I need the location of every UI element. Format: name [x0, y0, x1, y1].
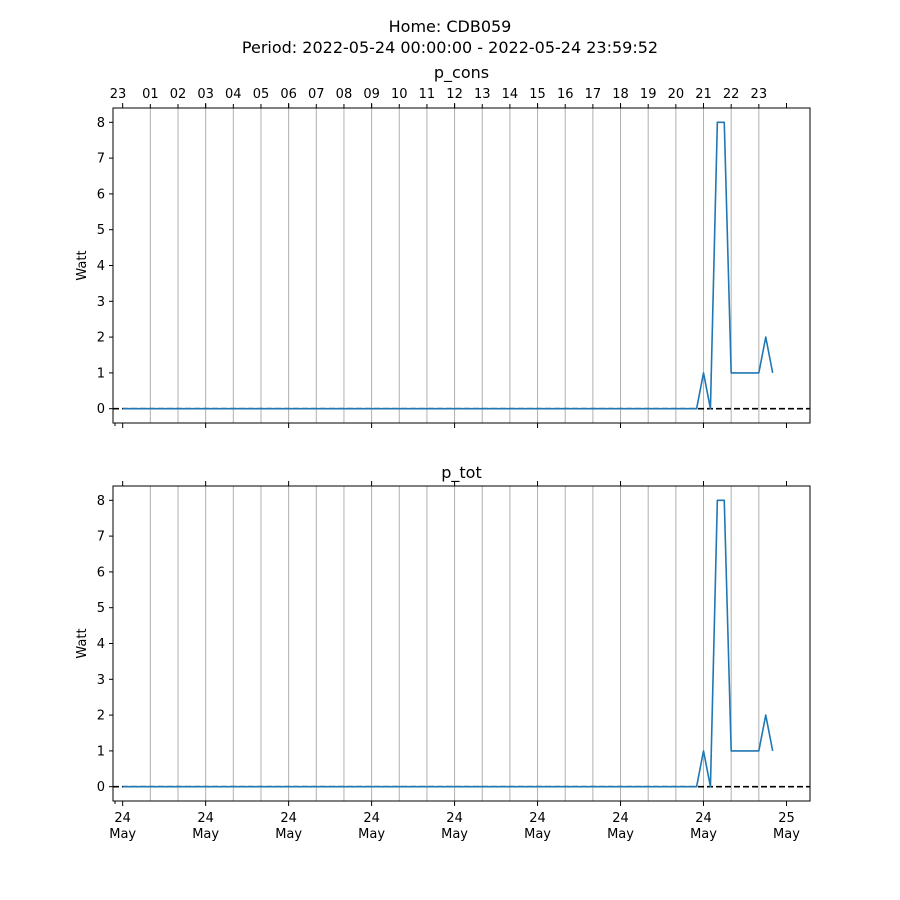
top-hour-label: 23	[110, 87, 127, 102]
figure-title-home: Home: CDB059	[389, 17, 512, 36]
top-hour-label: 03	[197, 87, 214, 102]
x-tick-label-month: May	[358, 827, 385, 842]
y-tick-label: 7	[97, 530, 105, 545]
top-hour-label: 19	[640, 87, 657, 102]
panel-title: p_tot	[441, 463, 482, 483]
x-tick-label-month: May	[192, 827, 219, 842]
x-tick-label-month: May	[690, 827, 717, 842]
x-tick-label-month: May	[275, 827, 302, 842]
y-tick-label: 3	[97, 295, 105, 310]
y-tick-label: 0	[97, 402, 105, 417]
y-tick-label: 4	[97, 259, 105, 274]
top-hour-label: 17	[585, 87, 602, 102]
y-tick-label: 8	[97, 116, 105, 131]
y-tick-label: 2	[97, 709, 105, 724]
x-tick-label-month: May	[607, 827, 634, 842]
x-tick-label-month: May	[109, 827, 136, 842]
y-axis-label: Watt	[75, 628, 90, 658]
panel-p_tot: 012345678Wattp_tot24May24May24May24May24…	[75, 463, 811, 842]
series-line-p_cons	[122, 121, 774, 410]
y-tick-label: 8	[97, 494, 105, 509]
top-hour-label: 02	[170, 87, 187, 102]
top-hour-label: 01	[142, 87, 159, 102]
top-hour-label: 23	[751, 87, 768, 102]
top-hour-label: 15	[529, 87, 546, 102]
x-tick-label-day: 25	[778, 811, 795, 826]
top-hour-label: 07	[308, 87, 325, 102]
top-hour-label: 06	[280, 87, 297, 102]
top-hour-label: 05	[253, 87, 270, 102]
y-tick-label: 3	[97, 673, 105, 688]
top-hour-label: 20	[668, 87, 685, 102]
figure-title-period: Period: 2022-05-24 00:00:00 - 2022-05-24…	[242, 38, 658, 57]
axes-frame	[112, 107, 811, 424]
top-hour-label: 14	[502, 87, 519, 102]
x-tick-label-day: 24	[612, 811, 629, 826]
x-tick-label-day: 24	[280, 811, 297, 826]
top-hour-label: 04	[225, 87, 242, 102]
y-tick-label: 6	[97, 565, 105, 580]
panel-title: p_cons	[434, 63, 489, 83]
x-tick-label-day: 24	[446, 811, 463, 826]
x-tick-label-day: 24	[363, 811, 380, 826]
top-hour-label: 22	[723, 87, 740, 102]
x-tick-label-day: 24	[529, 811, 546, 826]
top-hour-label: 12	[446, 87, 463, 102]
y-tick-label: 2	[97, 331, 105, 346]
top-hour-label: 10	[391, 87, 408, 102]
y-tick-label: 5	[97, 601, 105, 616]
top-hour-label: 11	[419, 87, 436, 102]
x-tick-label-month: May	[524, 827, 551, 842]
y-tick-label: 6	[97, 187, 105, 202]
top-hour-label: 16	[557, 87, 574, 102]
top-hour-label: 08	[336, 87, 353, 102]
top-hour-label: 21	[695, 87, 712, 102]
y-tick-label: 4	[97, 637, 105, 652]
y-tick-label: 5	[97, 223, 105, 238]
series-line-p_tot	[122, 499, 774, 788]
y-tick-label: 1	[97, 366, 105, 381]
x-tick-label-day: 24	[114, 811, 131, 826]
top-hour-label: 09	[363, 87, 380, 102]
y-tick-label: 0	[97, 780, 105, 795]
x-tick-label-month: May	[773, 827, 800, 842]
x-tick-label-day: 24	[695, 811, 712, 826]
y-tick-label: 7	[97, 152, 105, 167]
axes-frame	[112, 485, 811, 802]
y-tick-label: 1	[97, 744, 105, 759]
top-hour-label: 18	[612, 87, 629, 102]
y-axis-label: Watt	[75, 250, 90, 280]
x-tick-label-day: 24	[197, 811, 214, 826]
x-tick-label-month: May	[441, 827, 468, 842]
top-hour-label: 13	[474, 87, 491, 102]
